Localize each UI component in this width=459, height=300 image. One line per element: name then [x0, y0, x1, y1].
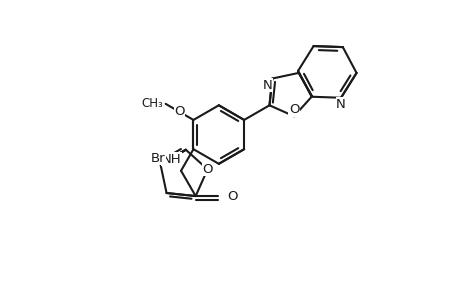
Text: Br: Br: [150, 152, 165, 165]
Text: O: O: [288, 103, 299, 116]
Text: O: O: [226, 190, 237, 202]
Text: CH₃: CH₃: [141, 97, 163, 110]
Text: O: O: [174, 105, 185, 119]
Text: NH: NH: [161, 153, 181, 166]
Text: N: N: [336, 98, 345, 111]
Text: O: O: [202, 163, 213, 176]
Text: N: N: [262, 79, 272, 92]
